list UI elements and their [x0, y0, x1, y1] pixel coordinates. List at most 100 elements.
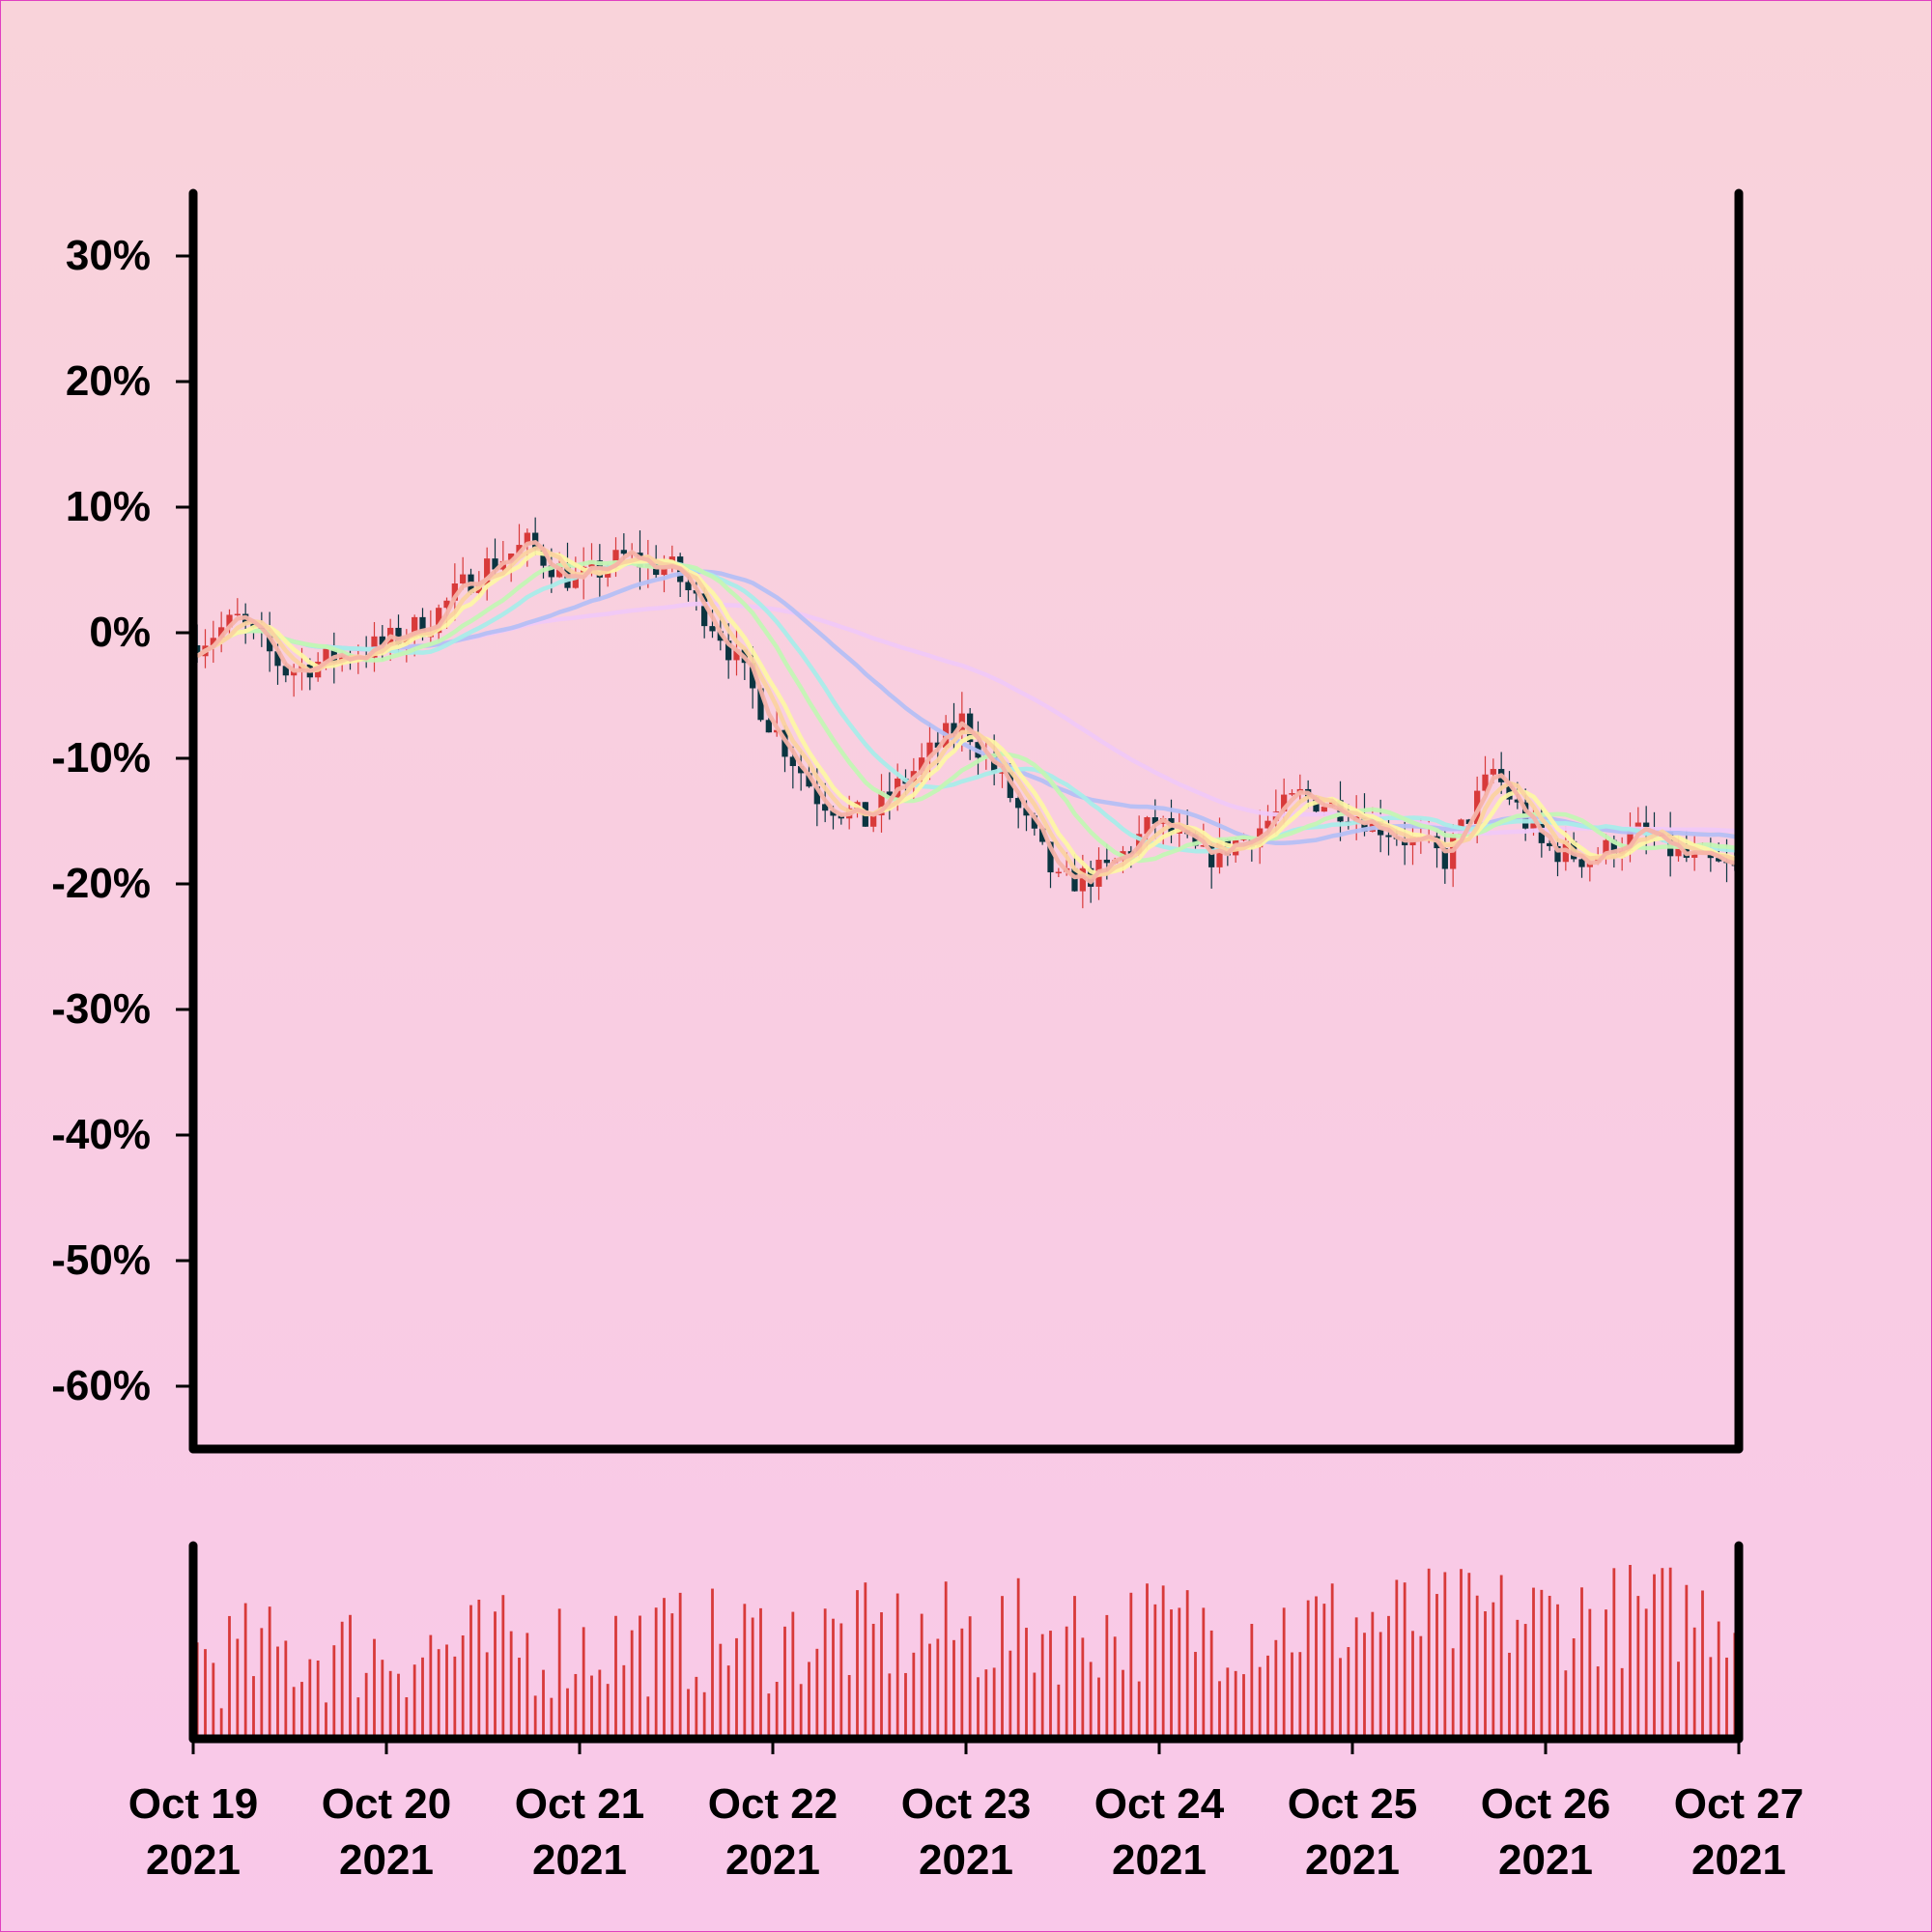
volume-bar: [654, 1607, 658, 1739]
volume-bar: [1629, 1565, 1632, 1739]
volume-bar: [1427, 1568, 1431, 1739]
candle-body: [709, 626, 716, 632]
y-tick-label: -10%: [51, 734, 151, 781]
x-tick-label-year: 2021: [1498, 1836, 1593, 1884]
volume-bar: [356, 1697, 360, 1739]
candle: [1578, 858, 1585, 878]
candle: [1547, 839, 1553, 851]
y-tick-label: -50%: [51, 1236, 151, 1284]
candle-body: [379, 636, 385, 645]
x-tick-label-year: 2021: [1305, 1836, 1400, 1884]
candle-body: [822, 804, 829, 811]
candle: [267, 611, 273, 672]
volume-bar: [501, 1595, 505, 1739]
x-tick-label-year: 2021: [146, 1836, 241, 1884]
volume-bar: [219, 1708, 223, 1739]
candle: [701, 586, 708, 639]
candle-body: [757, 688, 764, 721]
volume-bar: [1701, 1590, 1704, 1739]
x-tick-label-date: Oct 23: [901, 1780, 1032, 1828]
volume-bar: [1330, 1583, 1334, 1739]
volume-bar: [1122, 1669, 1124, 1739]
volume-bar: [325, 1702, 327, 1739]
candle-body: [210, 638, 216, 646]
candle-body: [1716, 858, 1722, 862]
volume-bar: [1153, 1604, 1157, 1739]
volume-bar: [268, 1606, 271, 1739]
volume-bar: [1009, 1650, 1012, 1739]
candle-body: [1031, 815, 1037, 829]
volume-bar: [751, 1617, 754, 1739]
volume-bar: [1387, 1615, 1390, 1739]
axes: [188, 188, 1744, 1744]
candle-body: [1514, 799, 1520, 803]
volume-bar: [574, 1673, 578, 1739]
volume-bar: [1306, 1600, 1310, 1739]
volume-bar: [1661, 1568, 1664, 1739]
volume-bar: [1605, 1609, 1607, 1739]
volume-bar: [1129, 1592, 1133, 1739]
candle: [1554, 838, 1561, 877]
volume-bar: [1266, 1655, 1269, 1739]
volume-bar: [687, 1689, 690, 1739]
volume-bar: [276, 1646, 279, 1739]
volume-bar: [1354, 1617, 1358, 1739]
volume-bar: [880, 1612, 883, 1739]
volume-bar: [936, 1638, 940, 1739]
volume-bar: [557, 1608, 561, 1739]
volume-bar: [412, 1664, 416, 1739]
volume-bar: [1709, 1657, 1713, 1739]
candle-body: [508, 554, 515, 561]
candle-body: [395, 627, 402, 645]
x-tick-label-year: 2021: [919, 1836, 1013, 1884]
candle-body: [813, 786, 820, 805]
candle-body: [540, 549, 547, 566]
candle: [226, 609, 233, 637]
volume-bar: [808, 1662, 810, 1739]
volume-bar: [542, 1669, 545, 1739]
candle-body: [1289, 793, 1295, 795]
candle-body: [1627, 830, 1634, 852]
candle-body: [934, 742, 941, 748]
candle-body: [419, 616, 426, 638]
volume-bar: [663, 1598, 666, 1739]
volume-bar: [1049, 1631, 1052, 1739]
volume-bar: [1508, 1652, 1511, 1739]
volume-bar: [1475, 1595, 1479, 1739]
volume-bar: [1725, 1657, 1728, 1739]
volume-bar: [1001, 1596, 1004, 1739]
volume-bar: [292, 1687, 296, 1739]
volume-bar: [839, 1623, 843, 1739]
volume-bar: [1315, 1596, 1318, 1739]
candle-body: [451, 583, 458, 601]
volume-bar: [1596, 1666, 1600, 1739]
volume-bar: [236, 1638, 240, 1739]
volume-bar: [968, 1616, 972, 1739]
candle: [234, 598, 241, 616]
candle-body: [436, 608, 442, 634]
candle: [1385, 815, 1392, 856]
candle-body: [1634, 822, 1641, 831]
candle-body: [234, 613, 241, 616]
candle: [765, 718, 772, 733]
candle-body: [620, 550, 627, 554]
volume-bar: [920, 1613, 923, 1739]
volume-bar: [1097, 1677, 1100, 1739]
volume-bar: [1677, 1662, 1680, 1739]
candle: [1506, 771, 1513, 806]
y-tick-label: -40%: [51, 1111, 151, 1158]
volume-bar: [1234, 1670, 1237, 1739]
candle-body: [1023, 808, 1030, 816]
volume-bar: [606, 1684, 610, 1739]
volume-bar: [1218, 1681, 1221, 1739]
volume-bar: [1548, 1595, 1551, 1739]
volume-bar: [743, 1604, 747, 1739]
candle-body: [226, 614, 233, 628]
x-axis-ticks: Oct 19 2021 Oct 20 2021 Oct 21 2021 Oct 22 2021…: [128, 1739, 1804, 1884]
candle-body: [282, 666, 289, 676]
candle-body: [1047, 841, 1054, 873]
volume-bar: [243, 1603, 247, 1739]
volume-bar: [582, 1627, 585, 1739]
volume-bar: [775, 1682, 779, 1739]
candle-body: [1192, 834, 1199, 846]
